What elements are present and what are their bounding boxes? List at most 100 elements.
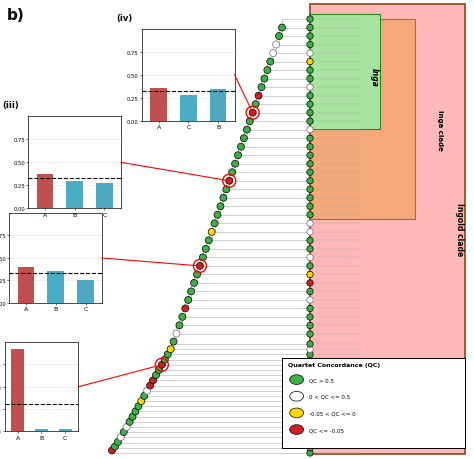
Circle shape <box>290 425 303 435</box>
Circle shape <box>149 377 156 384</box>
Circle shape <box>307 34 313 40</box>
Circle shape <box>173 330 180 337</box>
Bar <box>210 90 227 122</box>
Circle shape <box>182 305 189 312</box>
Circle shape <box>307 388 313 394</box>
Circle shape <box>307 85 313 91</box>
Circle shape <box>252 101 259 108</box>
Circle shape <box>249 110 256 117</box>
Circle shape <box>109 447 116 454</box>
Bar <box>310 20 415 219</box>
Circle shape <box>123 424 130 431</box>
Circle shape <box>307 289 313 295</box>
Circle shape <box>141 392 148 399</box>
Circle shape <box>307 409 313 415</box>
Bar <box>18 267 34 303</box>
Circle shape <box>161 356 168 363</box>
Circle shape <box>307 178 313 185</box>
Circle shape <box>307 450 313 456</box>
Circle shape <box>200 254 206 261</box>
Circle shape <box>307 204 313 210</box>
Circle shape <box>164 351 171 358</box>
Circle shape <box>146 382 154 389</box>
Circle shape <box>255 93 262 100</box>
Circle shape <box>307 263 313 269</box>
Text: QC <= -0.05: QC <= -0.05 <box>310 427 345 432</box>
Circle shape <box>307 393 313 399</box>
Circle shape <box>290 375 303 385</box>
Circle shape <box>307 424 313 430</box>
Bar <box>11 349 24 431</box>
Bar <box>77 280 94 303</box>
Circle shape <box>307 434 313 441</box>
Circle shape <box>307 357 313 363</box>
Circle shape <box>114 438 121 446</box>
Circle shape <box>220 195 227 202</box>
Circle shape <box>307 445 313 451</box>
Bar <box>47 272 64 303</box>
Circle shape <box>307 153 313 159</box>
Circle shape <box>307 136 313 142</box>
Bar <box>66 181 83 209</box>
Circle shape <box>117 434 124 441</box>
Bar <box>96 184 113 209</box>
Circle shape <box>193 271 201 278</box>
Circle shape <box>307 127 313 134</box>
Circle shape <box>307 439 313 446</box>
Circle shape <box>307 377 313 384</box>
Circle shape <box>307 362 313 368</box>
Text: b): b) <box>7 8 25 23</box>
Circle shape <box>307 119 313 125</box>
Circle shape <box>167 346 174 353</box>
Circle shape <box>307 352 313 358</box>
Circle shape <box>279 25 285 32</box>
Circle shape <box>132 408 139 415</box>
Circle shape <box>307 429 313 436</box>
Circle shape <box>237 144 245 151</box>
Circle shape <box>307 42 313 49</box>
Circle shape <box>307 102 313 108</box>
Circle shape <box>129 413 136 420</box>
Circle shape <box>158 362 165 369</box>
Circle shape <box>228 169 236 176</box>
Bar <box>310 5 465 454</box>
Text: Inga clade: Inga clade <box>437 109 443 150</box>
Circle shape <box>138 398 145 405</box>
Circle shape <box>264 67 271 74</box>
Bar <box>36 175 53 209</box>
Circle shape <box>307 212 313 218</box>
Circle shape <box>307 51 313 57</box>
Bar <box>59 429 72 431</box>
Circle shape <box>307 76 313 83</box>
Circle shape <box>290 408 303 418</box>
Circle shape <box>273 42 280 49</box>
Circle shape <box>307 403 313 409</box>
Circle shape <box>307 398 313 404</box>
Circle shape <box>307 419 313 425</box>
Text: 0 < QC <= 0.5: 0 < QC <= 0.5 <box>310 394 351 399</box>
Circle shape <box>307 346 313 353</box>
Circle shape <box>155 367 163 374</box>
Circle shape <box>307 246 313 252</box>
Circle shape <box>307 229 313 235</box>
Circle shape <box>176 322 183 329</box>
Circle shape <box>307 170 313 176</box>
Circle shape <box>144 387 151 394</box>
Circle shape <box>153 372 159 379</box>
Circle shape <box>179 313 186 321</box>
Circle shape <box>307 280 313 286</box>
Circle shape <box>111 443 118 450</box>
Circle shape <box>235 152 242 159</box>
Circle shape <box>307 331 313 337</box>
Circle shape <box>246 118 253 125</box>
Circle shape <box>205 237 212 244</box>
Circle shape <box>290 392 303 401</box>
Text: (iv): (iv) <box>116 13 133 22</box>
Circle shape <box>307 372 313 379</box>
Circle shape <box>307 17 313 23</box>
Circle shape <box>307 272 313 278</box>
Circle shape <box>307 367 313 373</box>
Text: (iii): (iii) <box>2 101 19 110</box>
Circle shape <box>170 338 177 345</box>
Bar <box>310 15 380 130</box>
